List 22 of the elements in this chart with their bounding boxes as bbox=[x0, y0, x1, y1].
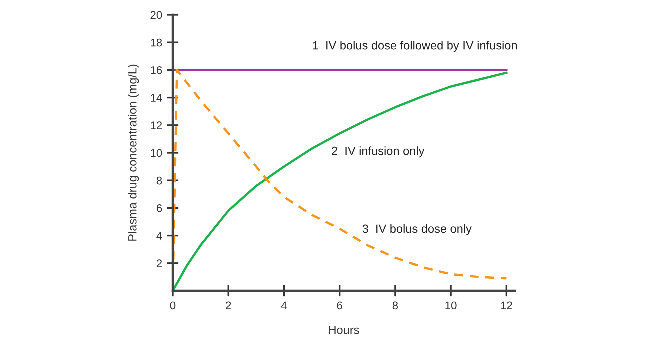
x-tick-label: 12 bbox=[501, 302, 512, 310]
x-axis-title: Hours bbox=[329, 326, 360, 334]
series-label: 3 IV bolus dose only bbox=[362, 224, 472, 236]
x-tick-label: 8 bbox=[392, 302, 398, 310]
series-label: 2 IV infusion only bbox=[332, 146, 425, 158]
y-tick-label: 6 bbox=[156, 204, 162, 212]
y-tick-label: 14 bbox=[151, 94, 162, 102]
x-tick-label: 4 bbox=[281, 302, 287, 310]
y-tick-label: 8 bbox=[156, 176, 162, 185]
x-tick-label: 0 bbox=[170, 302, 176, 310]
y-tick-label: 18 bbox=[151, 38, 162, 47]
y-tick-label: 10 bbox=[151, 149, 162, 158]
x-tick-label: 6 bbox=[337, 302, 342, 310]
y-tick-label: 4 bbox=[156, 232, 162, 240]
y-axis-title: Plasma drug concentration (mg/L) bbox=[128, 64, 140, 241]
y-tick-label: 20 bbox=[150, 11, 162, 20]
y-tick-label: 12 bbox=[151, 122, 162, 130]
series-label: 1 IV bolus dose followed by IV infusion bbox=[313, 41, 518, 52]
x-tick-label: 2 bbox=[226, 302, 232, 310]
y-tick-label: 16 bbox=[151, 66, 162, 74]
x-tick-label: 10 bbox=[446, 302, 457, 310]
y-tick-label: 2 bbox=[156, 260, 162, 268]
